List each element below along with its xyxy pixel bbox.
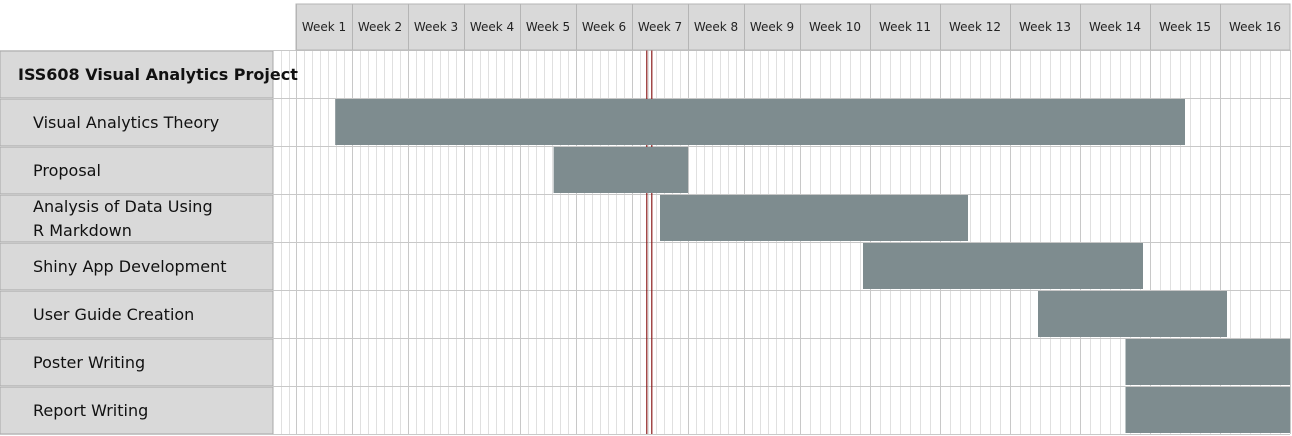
label-cell [0,146,274,195]
task-label: Poster Writing [33,353,145,372]
task-label: Shiny App Development [33,257,227,276]
label-cell [0,290,274,339]
task-bar [1038,291,1227,337]
label-cell [0,194,274,243]
task-label: Report Writing [33,401,148,420]
task-bar [1125,339,1290,385]
week-tick-label: Week 7 [638,20,682,34]
task-labels: ISS608 Visual Analytics Project Visual An… [18,65,298,420]
task-label: Visual Analytics Theory [33,113,219,132]
label-cell [0,50,274,99]
week-tick-label: Week 10 [809,20,861,34]
task-bar [335,99,1185,145]
chart-background [0,50,274,435]
label-cell [0,386,274,435]
chart-title: ISS608 Visual Analytics Project [18,65,298,84]
task-label: User Guide Creation [33,305,194,324]
week-tick-label: Week 14 [1089,20,1141,34]
week-header: Week 1 Week 2 Week 3 Week 4 Week 5 Week 6 Week… [295,3,1291,51]
task-bar [863,243,1143,289]
task-label: Analysis of Data Using [33,197,213,216]
label-cell [0,338,274,387]
week-tick-label: Week 6 [582,20,626,34]
week-header-background [295,3,1291,51]
week-tick-label: Week 16 [1229,20,1281,34]
task-bar [660,195,968,241]
task-label: Proposal [33,161,101,180]
week-tick-label: Week 8 [694,20,738,34]
task-bar [1125,387,1290,433]
week-tick-label: Week 15 [1159,20,1211,34]
week-tick-label: Week 1 [302,20,346,34]
week-tick-label: Week 11 [879,20,931,34]
label-cell [0,98,274,147]
task-bar [553,147,688,193]
week-tick-label: Week 3 [414,20,458,34]
week-tick-label: Week 5 [526,20,570,34]
week-tick-label: Week 13 [1019,20,1071,34]
week-tick-label: Week 9 [750,20,794,34]
week-tick-label: Week 2 [358,20,402,34]
week-tick-label: Week 12 [949,20,1001,34]
label-cell [0,242,274,291]
task-label: R Markdown [33,221,132,240]
week-tick-label: Week 4 [470,20,514,34]
task-bars [335,99,1290,433]
